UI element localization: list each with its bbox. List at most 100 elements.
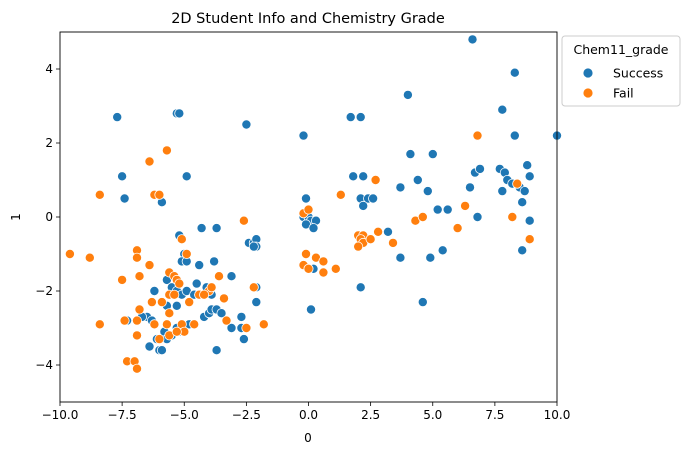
point-success-65 (196, 223, 207, 234)
point-fail-65 (365, 234, 376, 245)
x-tick-label: 7.5 (485, 408, 504, 422)
point-fail-47 (221, 315, 232, 326)
point-fail-5 (176, 234, 187, 245)
y-tick-label: 4 (45, 62, 53, 76)
point-success-21 (395, 182, 406, 193)
point-fail-4 (154, 189, 165, 200)
point-fail-69 (387, 237, 398, 248)
point-fail-1 (144, 156, 155, 167)
point-fail-57 (330, 263, 341, 274)
point-fail-2 (161, 145, 172, 156)
point-success-53 (395, 252, 406, 263)
point-success-88 (149, 285, 160, 296)
point-success-32 (464, 182, 475, 193)
point-success-42 (517, 197, 528, 208)
point-success-44 (472, 211, 483, 222)
y-tick-label: 2 (45, 136, 53, 150)
x-tick-label: −2.5 (232, 408, 261, 422)
point-fail-26 (206, 282, 217, 293)
point-fail-6 (181, 248, 192, 259)
point-success-8 (298, 130, 309, 141)
point-fail-72 (460, 200, 471, 211)
point-fail-11 (134, 271, 145, 282)
point-success-55 (437, 245, 448, 256)
point-success-57 (417, 297, 428, 308)
point-fail-44 (94, 319, 105, 330)
point-success-4 (174, 108, 185, 119)
point-success-15 (509, 130, 520, 141)
point-success-107 (216, 308, 227, 319)
point-success-19 (412, 174, 423, 185)
point-success-31 (474, 163, 485, 174)
point-success-110 (238, 334, 249, 345)
point-success-45 (300, 193, 311, 204)
x-tick-label: 10.0 (544, 408, 571, 422)
point-success-102 (144, 341, 155, 352)
point-fail-12 (144, 260, 155, 271)
point-fail-36 (199, 289, 210, 300)
point-fail-10 (117, 274, 128, 285)
point-fail-45 (64, 248, 75, 259)
x-axis-ticks: −10.0 −7.5 −5.0 −2.5 0.0 2.5 5.0 7.5 10.0 (42, 402, 571, 422)
x-tick-label: 5.0 (423, 408, 442, 422)
point-fail-29 (119, 315, 130, 326)
point-success-11 (402, 89, 413, 100)
point-success-20 (422, 186, 433, 197)
point-success-17 (405, 149, 416, 160)
point-success-1 (117, 171, 128, 182)
legend-marker-fail (582, 87, 594, 99)
y-axis-ticks: −4 −2 0 2 4 (35, 62, 60, 372)
point-success-100 (156, 345, 167, 356)
point-success-51 (308, 223, 319, 234)
point-success-74 (226, 271, 237, 282)
point-success-43 (524, 215, 535, 226)
point-success-7 (241, 119, 252, 130)
point-success-93 (171, 300, 182, 311)
point-fail-46 (84, 252, 95, 263)
point-fail-55 (318, 256, 329, 267)
point-fail-20 (156, 297, 167, 308)
point-success-10 (355, 112, 366, 123)
point-success-28 (432, 204, 443, 215)
point-fail-9 (131, 252, 142, 263)
point-success-12 (467, 34, 478, 45)
point-fail-76 (512, 178, 523, 189)
legend: Chem11_grade Success Fail (561, 35, 681, 107)
point-fail-35 (189, 319, 200, 330)
point-fail-18 (169, 289, 180, 300)
point-fail-28 (131, 315, 142, 326)
chart-title: 2D Student Info and Chemistry Grade (171, 11, 445, 27)
point-fail-32 (164, 308, 175, 319)
point-success-5 (181, 171, 192, 182)
legend-title: Chem11_grade (573, 42, 668, 57)
point-success-9 (345, 112, 356, 123)
point-success-76 (251, 297, 262, 308)
point-fail-71 (417, 211, 428, 222)
point-fail-73 (452, 223, 463, 234)
point-success-58 (355, 282, 366, 293)
x-tick-label: −7.5 (108, 408, 137, 422)
point-fail-38 (154, 334, 165, 345)
point-success-56 (517, 245, 528, 256)
point-fail-7 (238, 215, 249, 226)
y-tick-label: −2 (35, 284, 53, 298)
point-fail-40 (171, 326, 182, 337)
x-tick-label: −5.0 (170, 408, 199, 422)
y-axis-label: 1 (9, 213, 23, 221)
point-fail-75 (507, 211, 518, 222)
point-success-37 (497, 186, 508, 197)
point-success-39 (522, 160, 533, 171)
point-success-18 (427, 149, 438, 160)
point-success-111 (236, 311, 247, 322)
point-success-27 (358, 200, 369, 211)
point-fail-43 (131, 363, 142, 374)
point-success-13 (509, 67, 520, 78)
point-fail-53 (300, 248, 311, 259)
point-success-23 (358, 171, 369, 182)
point-fail-52 (303, 204, 314, 215)
point-success-72 (209, 256, 220, 267)
legend-marker-success (582, 67, 594, 79)
point-success-59 (305, 304, 316, 315)
point-success-2 (119, 193, 130, 204)
